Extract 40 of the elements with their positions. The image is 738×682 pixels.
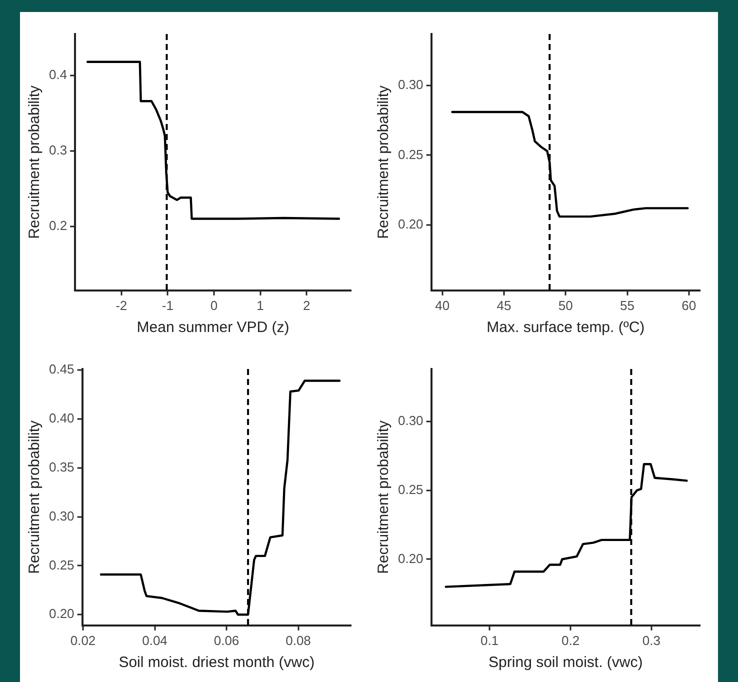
y-tick-label: 0.30 [398,77,424,92]
x-tick-label: 0 [210,298,218,313]
x-axis-title: Max. surface temp. (ºC) [486,319,645,336]
y-axis-title: Recruitment probability [26,420,44,574]
x-tick-label: 45 [496,298,512,313]
x-tick-label: 0.06 [214,632,240,648]
y-tick-label: 0.40 [48,410,74,426]
x-axis-title: Spring soil moist. (vwc) [488,654,643,672]
x-tick-label: 0.02 [70,632,96,648]
y-tick-label: 0.3 [48,142,68,158]
x-tick-label: 0.08 [286,632,311,648]
x-tick-label: 60 [682,298,696,313]
x-axis-title: Soil moist. driest month (vwc) [118,654,315,672]
x-axis-title: Mean summer VPD (z) [136,319,290,336]
y-tick-label: 0.20 [398,550,424,566]
y-tick-label: 0.45 [48,362,74,377]
y-axis-title: Recruitment probability [375,85,392,239]
x-tick-label: -1 [162,298,174,313]
y-axis-title: Recruitment probability [375,420,392,574]
y-tick-label: 0.30 [398,412,424,428]
y-tick-label: 0.4 [48,67,68,82]
x-tick-label: -2 [116,298,128,313]
x-tick-label: 0.1 [480,632,499,648]
y-tick-label: 0.25 [398,146,424,162]
x-tick-label: 0.04 [142,632,168,648]
y-tick-label: 0.20 [48,606,74,622]
y-tick-label: 0.25 [398,482,424,497]
y-tick-label: 0.20 [398,216,424,232]
x-tick-label: 0.3 [642,632,660,648]
x-tick-label: 50 [558,298,573,313]
x-tick-label: 0.2 [561,632,580,648]
y-axis-title: Recruitment probability [26,85,44,239]
y-tick-label: 0.30 [48,508,74,524]
x-tick-label: 2 [302,298,310,313]
y-tick-label: 0.35 [48,459,74,474]
x-tick-label: 55 [620,298,635,313]
y-tick-label: 0.25 [48,557,74,572]
y-tick-label: 0.2 [48,218,68,233]
x-tick-label: 40 [435,298,450,313]
x-tick-label: 1 [256,298,264,313]
